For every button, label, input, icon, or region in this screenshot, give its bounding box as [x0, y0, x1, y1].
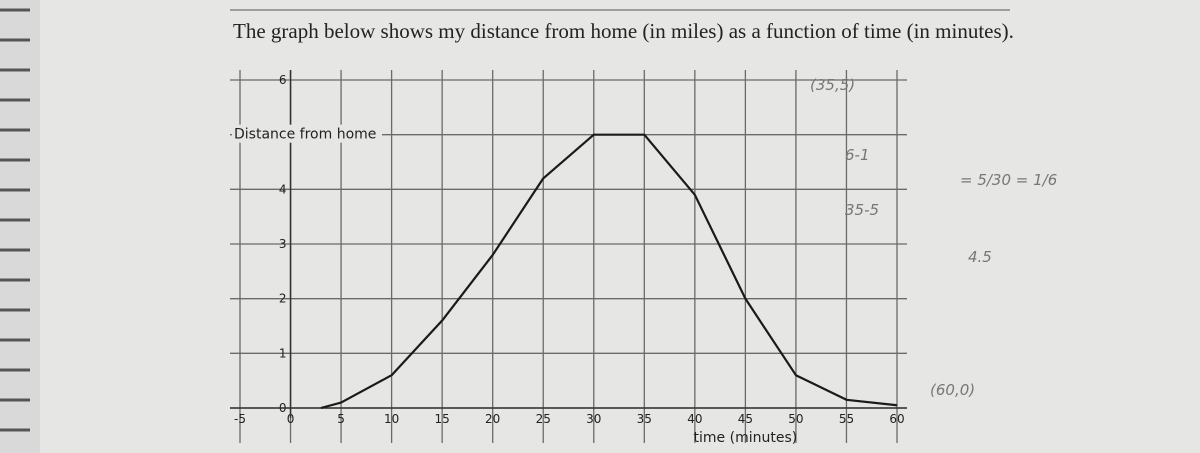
x-tick-label: 60 [889, 412, 904, 426]
x-tick-label: 30 [586, 412, 601, 426]
ylabel-bg [232, 124, 382, 143]
x-tick-label: 20 [485, 412, 500, 426]
x-axis-label: time (minutes) [694, 430, 798, 446]
y-tick-label: 6 [279, 73, 287, 87]
y-tick-label: 1 [279, 346, 287, 360]
handwritten-note: (35,5) [810, 76, 855, 94]
chart-title: The graph below shows my distance from h… [233, 19, 1014, 43]
x-tick-label: 10 [384, 412, 399, 426]
x-tick-label: 40 [687, 412, 702, 426]
x-tick-label: -5 [234, 412, 246, 426]
y-tick-label: 2 [279, 292, 287, 306]
x-tick-label: 15 [435, 412, 450, 426]
handwritten-note: (60,0) [930, 381, 975, 399]
x-tick-label: 0 [287, 412, 295, 426]
x-tick-label: 35 [637, 412, 652, 426]
x-tick-label: 45 [738, 412, 753, 426]
y-tick-label: 3 [279, 237, 287, 251]
y-tick-label: 4 [279, 182, 287, 196]
x-tick-label: 50 [788, 412, 803, 426]
paper [40, 0, 1200, 453]
x-tick-label: 5 [337, 412, 345, 426]
plot: -50510152025303540455055600123456Distanc… [230, 70, 1057, 446]
binding [0, 8, 30, 432]
handwritten-note: 35-5 [845, 201, 879, 219]
x-tick-label: 55 [839, 412, 854, 426]
line [320, 133, 898, 410]
handwritten-note: = 5/30 = 1/6 [960, 171, 1057, 189]
y-axis-label: Distance from home [234, 127, 376, 143]
x-tick-label: 25 [536, 412, 551, 426]
title-text: The graph below shows my distance from h… [233, 19, 1014, 43]
handwritten-note: 6-1 [845, 146, 870, 164]
handwritten-note: 4.5 [968, 248, 992, 266]
